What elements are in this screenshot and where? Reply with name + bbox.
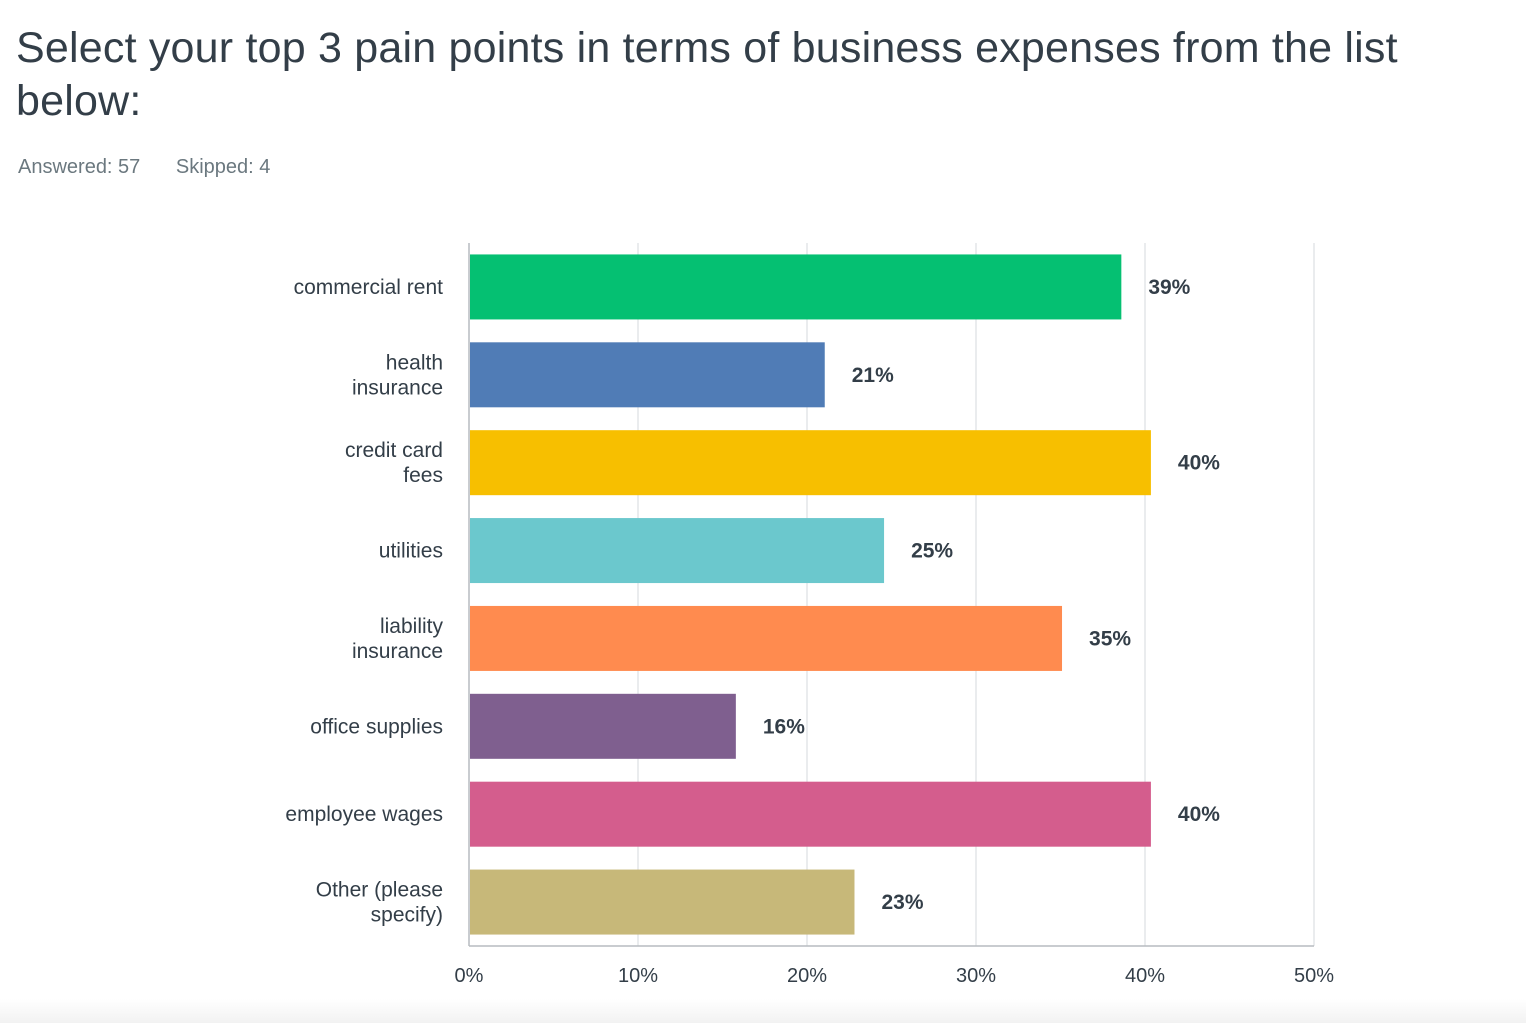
bar: [470, 781, 1151, 847]
bar: [470, 869, 855, 935]
category-label: employee wages: [285, 803, 443, 826]
x-tick-label: 40%: [1125, 965, 1165, 987]
bar-value-label: 39%: [1148, 276, 1190, 299]
x-tick-label: 50%: [1294, 965, 1334, 987]
category-label: health insurance: [352, 351, 443, 399]
category-label: office supplies: [310, 715, 443, 738]
category-label: credit card fees: [345, 439, 443, 487]
bottom-edge: [0, 999, 1526, 1023]
skipped-count: Skipped: 4: [175, 156, 271, 178]
bar-value-label: 23%: [881, 891, 923, 914]
x-tick-label: 20%: [787, 965, 827, 987]
x-tick-label: 30%: [956, 965, 996, 987]
category-label: utilities: [379, 540, 443, 563]
bar-value-label: 16%: [763, 715, 805, 738]
response-stats: Answered: 57 Skipped: 4: [18, 156, 270, 179]
bar: [470, 254, 1122, 320]
x-tick-label: 0%: [455, 965, 484, 987]
category-label: commercial rent: [294, 276, 444, 299]
bar: [470, 605, 1063, 671]
bar: [470, 342, 825, 408]
x-tick-label: 10%: [618, 965, 658, 987]
bar: [470, 518, 885, 584]
bar-value-label: 35%: [1089, 627, 1131, 650]
bar-value-label: 21%: [852, 364, 894, 387]
answered-count: Answered: 57: [18, 156, 141, 178]
bar: [470, 693, 736, 759]
question-title: Select your top 3 pain points in terms o…: [16, 24, 1398, 125]
bar-value-label: 40%: [1178, 452, 1220, 475]
category-label: Other (please specify): [316, 879, 443, 927]
bar: [470, 430, 1151, 496]
bar-value-label: 25%: [911, 540, 953, 563]
category-label: liability insurance: [352, 615, 444, 663]
bar-value-label: 40%: [1178, 803, 1220, 826]
